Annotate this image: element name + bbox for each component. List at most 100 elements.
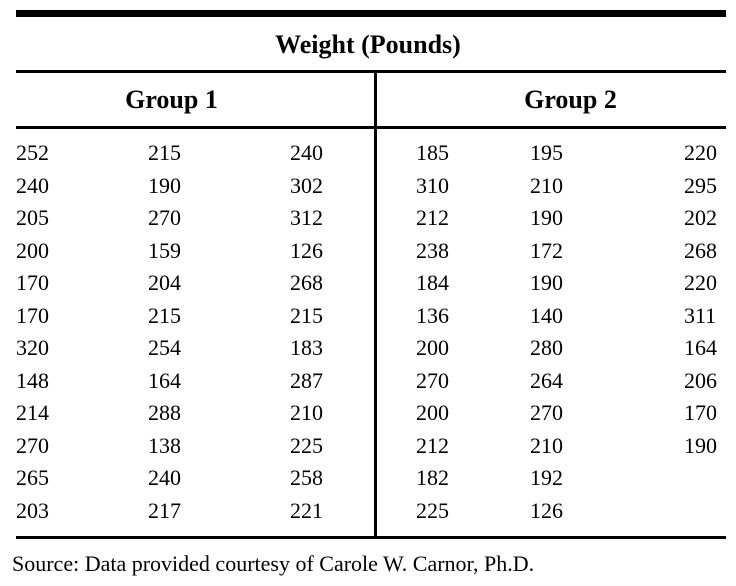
table-cell: 270	[16, 432, 49, 458]
table-row: 310 210 295	[377, 170, 726, 203]
table-cell: 215	[148, 302, 181, 328]
table-cell: 221	[290, 497, 323, 523]
table-cell: 204	[148, 270, 181, 295]
table-cell: 258	[290, 465, 323, 490]
table-cell: 210	[290, 400, 323, 425]
table-cell: 164	[684, 335, 717, 360]
table-row: 320 254 183	[16, 332, 374, 365]
table-row: 200 280 164	[377, 332, 726, 365]
table-cell: 200	[16, 237, 49, 263]
table-row: 148 164 287	[16, 365, 374, 398]
table-cell: 159	[148, 237, 181, 263]
table-cell: 206	[684, 367, 717, 393]
table-cell: 252	[16, 140, 49, 165]
table-header-row: Group 1 Group 2	[16, 70, 726, 129]
table-row: 184 190 220	[377, 267, 726, 300]
table-cell: 202	[684, 205, 717, 230]
table-cell: 195	[530, 140, 563, 165]
table-cell: 214	[16, 400, 49, 425]
table-row: 203 217 221	[16, 495, 374, 528]
table-cell: 280	[530, 335, 563, 360]
table-cell: 215	[290, 302, 323, 328]
table-cell: 164	[148, 367, 181, 393]
table-cell: 190	[684, 432, 717, 458]
table-row: 170 215 215	[16, 300, 374, 333]
table-cell: 288	[148, 400, 181, 425]
table-cell: 210	[530, 172, 563, 198]
table-cell: 140	[530, 302, 563, 328]
table-cell: 215	[148, 140, 181, 165]
table-row: 185 195 220	[377, 137, 726, 170]
table-row: 205 270 312	[16, 202, 374, 235]
table-row: 212 190 202	[377, 202, 726, 235]
table-cell: 217	[148, 497, 181, 523]
table-cell: 220	[684, 140, 717, 165]
table-title: Weight (Pounds)	[275, 30, 461, 59]
table-cell: 172	[530, 237, 563, 263]
table-cell: 126	[530, 497, 563, 523]
table-cell: 190	[530, 205, 563, 230]
table-cell: 212	[416, 205, 449, 230]
table-cell: 185	[416, 140, 449, 165]
table-cell: 190	[148, 172, 181, 198]
table-cell: 270	[530, 400, 563, 425]
table-cell: 212	[416, 432, 449, 458]
table-row: 200 270 170	[377, 397, 726, 430]
table-row: 182 192	[377, 462, 726, 495]
table-cell: 190	[530, 270, 563, 295]
table-cell: 184	[416, 270, 449, 295]
table-cell: 312	[290, 205, 323, 230]
table-cell: 225	[416, 497, 449, 523]
table-cell: 295	[684, 172, 717, 198]
table-cell: 270	[416, 367, 449, 393]
table-cell: 200	[416, 335, 449, 360]
table-cell: 170	[16, 302, 49, 328]
table-row: 170 204 268	[16, 267, 374, 300]
table-cell: 126	[290, 237, 323, 263]
table-cell: 192	[530, 465, 563, 490]
table-cell: 170	[684, 400, 717, 425]
table-cell: 220	[684, 270, 717, 295]
table-cell: 264	[530, 367, 563, 393]
data-table: Group 1 Group 2 252 215 240 240 190 302 205 270…	[16, 70, 726, 539]
table-cell: 265	[16, 465, 49, 490]
table-cell: 210	[530, 432, 563, 458]
table-cell: 200	[416, 400, 449, 425]
table-body: 252 215 240 240 190 302 205 270 312 200 159 126 170 2…	[16, 129, 726, 539]
table-cell: 148	[16, 367, 49, 393]
table-row: 238 172 268	[377, 235, 726, 268]
table-cell: 310	[416, 172, 449, 198]
table-cell: 203	[16, 497, 49, 523]
group2-header: Group 2	[374, 73, 726, 126]
table-cell: 138	[148, 432, 181, 458]
table-cell: 254	[148, 335, 181, 360]
table-cell: 320	[16, 335, 49, 360]
table-cell: 182	[416, 465, 449, 490]
table-row: 136 140 311	[377, 300, 726, 333]
table-cell: 311	[684, 302, 717, 328]
table-cell: 183	[290, 335, 323, 360]
table-cell: 270	[148, 205, 181, 230]
table-cell: 268	[290, 270, 323, 295]
table-cell: 240	[290, 140, 323, 165]
table-cell: 238	[416, 237, 449, 263]
table-cell: 268	[684, 237, 717, 263]
table-row: 225 126	[377, 495, 726, 528]
table-cell: 170	[16, 270, 49, 295]
source-note: Source: Data provided courtesy of Carole…	[12, 551, 535, 576]
group2-column-block: 185 195 220 310 210 295 212 190 202 238 172 268 184 1…	[374, 129, 726, 536]
table-row: 200 159 126	[16, 235, 374, 268]
table-row: 240 190 302	[16, 170, 374, 203]
table-cell: 240	[148, 465, 181, 490]
table-cell: 136	[416, 302, 449, 328]
table-cell: 302	[290, 172, 323, 198]
table-row: 265 240 258	[16, 462, 374, 495]
table-cell: 287	[290, 367, 323, 393]
table-row: 252 215 240	[16, 137, 374, 170]
table-row: 270 264 206	[377, 365, 726, 398]
table-row: 212 210 190	[377, 430, 726, 463]
top-rule-thick	[16, 10, 726, 17]
table-row: 214 288 210	[16, 397, 374, 430]
table-cell: 240	[16, 172, 49, 198]
